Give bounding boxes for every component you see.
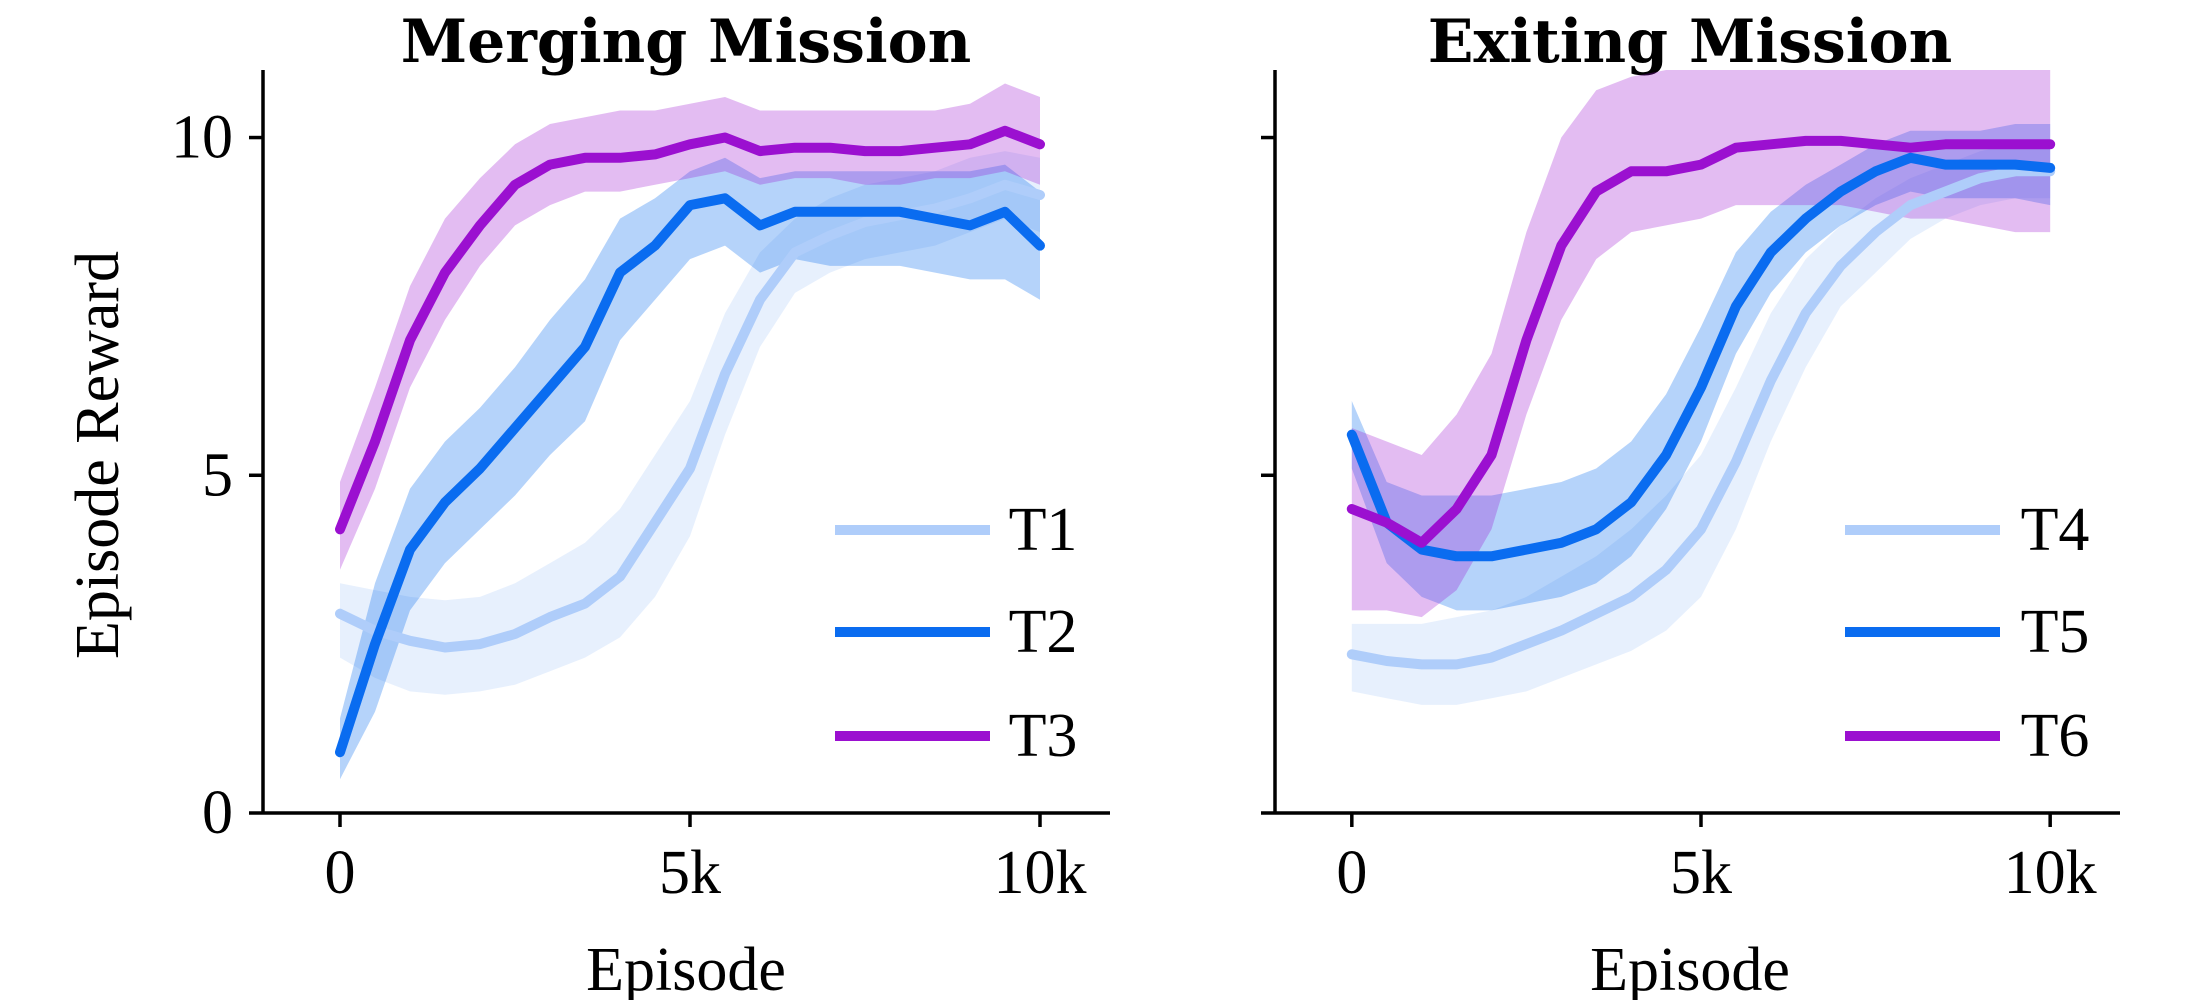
series-lines [1346, 135, 2056, 670]
confidence-bands [340, 83, 1040, 780]
panel-title: Merging Mission [401, 7, 972, 77]
legend-label-t2: T2 [1009, 598, 1078, 666]
legend-label-t6: T6 [2021, 702, 2090, 770]
legend-label-t3: T3 [1009, 702, 1078, 770]
band-t4 [1351, 144, 2051, 705]
band-t6 [1351, 70, 2051, 618]
x-tick-label: 0 [1336, 839, 1367, 907]
line-t6 [1346, 135, 2056, 548]
x-tick-label: 10k [2004, 839, 2097, 907]
x-tick-label: 0 [325, 839, 356, 907]
y-tick-label: 5 [202, 441, 233, 509]
legend-label-t1: T1 [1009, 496, 1078, 564]
merging-mission-panel: Merging Mission Episode Reward Episode 0… [64, 7, 1110, 1000]
legend-label-t5: T5 [2021, 598, 2090, 666]
exiting-mission-panel: Exiting Mission Episode 0 5k 10k T4 T5 T6 [1261, 7, 2120, 1000]
band-t5 [1351, 124, 2051, 611]
series-lines [335, 125, 1045, 758]
axes: 0 5k 10k 0 5 10 [171, 70, 1110, 907]
confidence-bands [1351, 70, 2051, 705]
x-tick-label: 10k [994, 839, 1087, 907]
y-axis-label: Episode Reward [64, 251, 132, 659]
line-t3 [335, 125, 1045, 535]
band-t1 [340, 151, 1040, 695]
y-tick-label: 10 [171, 104, 233, 172]
x-tick-label: 5k [659, 839, 721, 907]
legend: T1 T2 T3 [835, 496, 1077, 770]
x-tick-label: 5k [1670, 839, 1732, 907]
line-t1 [335, 179, 1045, 653]
y-tick-label: 0 [202, 779, 233, 847]
x-axis-label: Episode [1590, 936, 1790, 1000]
line-t5 [1346, 152, 2056, 562]
legend-label-t4: T4 [2021, 496, 2090, 564]
axes: 0 5k 10k [1261, 70, 2120, 907]
legend: T4 T5 T6 [1845, 496, 2089, 770]
line-t4 [1346, 166, 2056, 670]
panel-title: Exiting Mission [1428, 7, 1952, 77]
line-t2 [335, 193, 1045, 758]
band-t3 [340, 83, 1040, 570]
x-axis-label: Episode [586, 936, 786, 1000]
